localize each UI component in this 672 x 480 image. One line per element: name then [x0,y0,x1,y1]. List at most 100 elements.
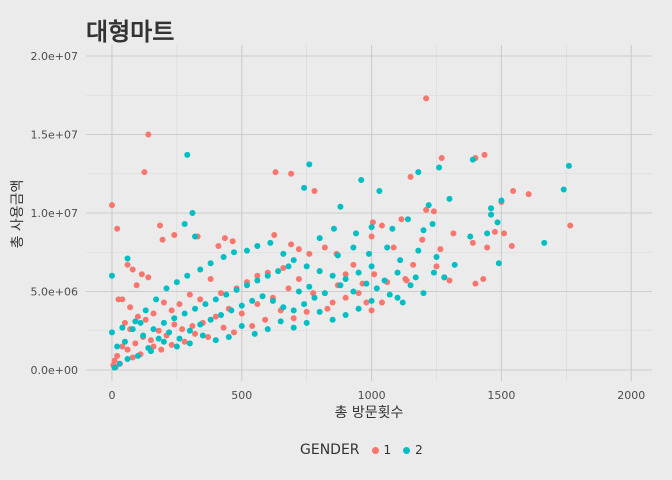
data-point [429,220,436,227]
data-point [430,208,437,215]
data-point [233,286,240,293]
data-point [386,291,393,298]
data-point [390,244,397,251]
y-tick-label: 2.0e+07 [31,50,78,63]
data-point [229,238,236,245]
data-point [498,197,505,204]
data-point [368,307,375,314]
data-point [410,261,417,268]
data-point [301,184,308,191]
series-2 [108,151,572,371]
data-point [280,264,287,271]
data-point [415,247,422,254]
data-point [407,282,414,289]
data-point [140,332,147,339]
data-point [295,288,302,295]
data-point [480,275,487,282]
x-tick-label: 1500 [487,389,515,402]
data-point [433,253,440,260]
data-point [181,338,188,345]
data-point [334,252,341,259]
data-point [156,222,163,229]
data-point [124,346,131,353]
data-point [138,271,145,278]
data-point [301,301,308,308]
data-point [254,242,261,249]
data-point [469,239,476,246]
data-point [166,329,173,336]
data-point [160,319,167,326]
data-point [355,269,362,276]
data-point [168,307,175,314]
data-point [160,299,167,306]
data-point [404,216,411,223]
data-point [295,246,302,253]
data-point [397,257,404,264]
data-point [329,316,336,323]
data-point [306,250,313,257]
data-point [472,280,479,287]
data-point [369,219,376,226]
data-point [142,316,149,323]
data-point [501,230,508,237]
data-point [481,151,488,158]
data-point [124,255,131,262]
data-point [271,231,278,238]
data-point [484,230,491,237]
data-point [179,326,186,333]
data-point [108,272,115,279]
data-point [124,261,131,268]
data-point [176,301,183,308]
data-point [129,326,136,333]
data-point [567,222,574,229]
data-point [197,321,204,328]
data-point [389,225,396,232]
data-point [378,222,385,229]
legend-label-2: 2 [415,443,423,457]
data-point [376,188,383,195]
x-axis-title: 총 방문횟수 [335,405,404,421]
data-point [134,352,141,359]
data-point [262,316,269,323]
data-point [186,291,193,298]
data-point [111,357,118,364]
data-point [218,290,225,297]
data-point [420,290,427,297]
data-point [132,318,139,325]
data-point [163,285,170,292]
data-point [303,263,310,270]
data-point [218,312,225,319]
data-point [412,274,419,281]
data-point [114,225,121,232]
data-point [280,250,287,257]
data-point [137,319,144,326]
data-point [184,272,191,279]
data-point [207,275,214,282]
data-point [212,313,219,320]
data-point [176,335,183,342]
legend-label-1: 1 [383,443,392,457]
data-point [358,177,365,184]
chart-title: 대형마트 [86,18,175,46]
data-point [186,327,193,334]
data-point [303,319,310,326]
data-point [316,308,323,315]
data-point [215,242,222,249]
data-point [243,247,250,254]
data-point [508,242,515,249]
data-point [363,299,370,306]
data-point [316,235,323,242]
data-point [145,131,152,138]
data-point [230,329,237,336]
data-point [436,164,443,171]
data-point [142,307,149,314]
data-point [275,268,282,275]
y-tick-label: 0.0e+00 [31,364,78,377]
data-point [415,169,422,176]
data-point [132,340,139,347]
data-point [423,95,430,102]
data-point [220,324,227,331]
data-point [368,263,375,270]
data-point [159,236,166,243]
data-point [321,244,328,251]
